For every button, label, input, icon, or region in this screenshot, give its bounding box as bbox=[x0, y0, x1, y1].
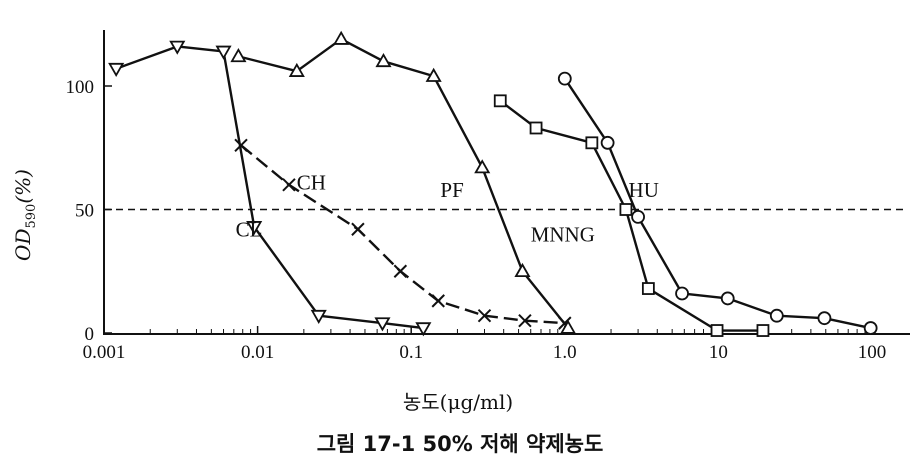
series-cl-marker bbox=[169, 40, 186, 55]
x-axis-title: 농도(μg/ml) bbox=[403, 390, 513, 414]
series-mnng-marker bbox=[756, 324, 770, 337]
series-hu-marker bbox=[769, 308, 784, 323]
series-ch-marker bbox=[518, 313, 532, 328]
series-layer bbox=[108, 30, 878, 337]
series-hu-marker bbox=[557, 71, 572, 86]
x-tick-label: 10 bbox=[709, 342, 728, 363]
figure-caption: 그림 17-1 50% 저해 약제농도 bbox=[317, 432, 604, 456]
series-cl-marker bbox=[374, 317, 391, 332]
series-cl-marker bbox=[108, 62, 125, 78]
series-mnng-marker bbox=[529, 121, 543, 135]
series-label-mnng: MNNG bbox=[531, 223, 595, 247]
series-pf-marker bbox=[425, 67, 442, 82]
series-cl-marker bbox=[415, 322, 432, 337]
series-label-cl: CL bbox=[236, 218, 263, 242]
series-pf-line bbox=[238, 37, 569, 329]
labels-layer: CL CH PF MNNG HU bbox=[236, 171, 659, 247]
series-ch-marker-stroke bbox=[282, 178, 296, 192]
series-label-ch: CH bbox=[297, 171, 326, 195]
series-pf-marker bbox=[514, 262, 531, 278]
x-tick-label: 0.001 bbox=[83, 342, 126, 363]
series-pf bbox=[230, 30, 577, 334]
series-mnng-marker bbox=[585, 136, 599, 150]
series-ch-marker-stroke bbox=[477, 309, 492, 323]
y-tick-label: 50 bbox=[75, 201, 94, 222]
series-ch-marker bbox=[431, 294, 445, 308]
series-ch-marker-stroke bbox=[351, 222, 365, 236]
series-ch-marker-stroke bbox=[431, 294, 445, 308]
series-hu-marker bbox=[631, 210, 645, 224]
series-ch-marker bbox=[477, 309, 492, 323]
series-hu-marker bbox=[863, 321, 878, 335]
x-tick-label: 0.01 bbox=[241, 342, 274, 363]
series-cl-marker bbox=[215, 45, 232, 60]
y-axis-title-subscript: 590 bbox=[24, 204, 39, 229]
y-tick-label: 100 bbox=[66, 77, 95, 98]
series-mnng-marker bbox=[493, 94, 507, 108]
series-ch-marker bbox=[234, 138, 248, 152]
series-pf-marker bbox=[560, 319, 577, 334]
series-pf-marker bbox=[375, 52, 392, 68]
series-hu-marker bbox=[600, 135, 615, 150]
y-axis-title: OD590(%) bbox=[11, 169, 39, 261]
y-axis-title-main: OD bbox=[11, 229, 35, 261]
series-pf-marker bbox=[230, 48, 247, 63]
series-hu-marker bbox=[720, 291, 735, 306]
series-mnng bbox=[493, 94, 770, 337]
series-ch-marker bbox=[393, 264, 408, 278]
x-tick-label: 0.1 bbox=[399, 342, 423, 363]
series-cl bbox=[108, 40, 432, 337]
series-cl-marker bbox=[246, 221, 263, 236]
series-ch-marker-stroke bbox=[234, 138, 248, 152]
y-tick-label: 0 bbox=[85, 324, 95, 345]
axes-layer: 0.001 0.01 0.1 1.0 10 100 0 50 100 OD590(%) bbox=[11, 30, 910, 363]
y-axis-title-unit: (%) bbox=[11, 169, 35, 204]
series-pf-marker bbox=[333, 30, 350, 45]
x-tick-label: 1.0 bbox=[553, 342, 577, 363]
x-tick-label: 100 bbox=[858, 342, 887, 363]
series-mnng-marker bbox=[619, 203, 633, 216]
series-cl-line bbox=[115, 45, 424, 330]
series-hu bbox=[557, 71, 878, 335]
series-cl-marker bbox=[310, 309, 327, 325]
series-hu-marker bbox=[675, 286, 689, 301]
series-ch-line bbox=[240, 144, 565, 325]
series-ch bbox=[234, 138, 572, 330]
series-mnng-marker bbox=[641, 282, 655, 295]
series-mnng-marker bbox=[710, 324, 724, 337]
series-label-pf: PF bbox=[440, 178, 463, 202]
series-ch-marker-stroke bbox=[518, 313, 532, 328]
series-hu-marker bbox=[817, 311, 832, 326]
series-ch-marker bbox=[351, 222, 365, 236]
series-pf-marker bbox=[288, 62, 305, 77]
series-label-hu: HU bbox=[629, 178, 659, 202]
series-pf-marker bbox=[474, 159, 491, 174]
series-ch-marker-stroke bbox=[393, 264, 408, 278]
series-hu-line bbox=[563, 77, 871, 330]
series-ch-marker bbox=[282, 178, 296, 192]
